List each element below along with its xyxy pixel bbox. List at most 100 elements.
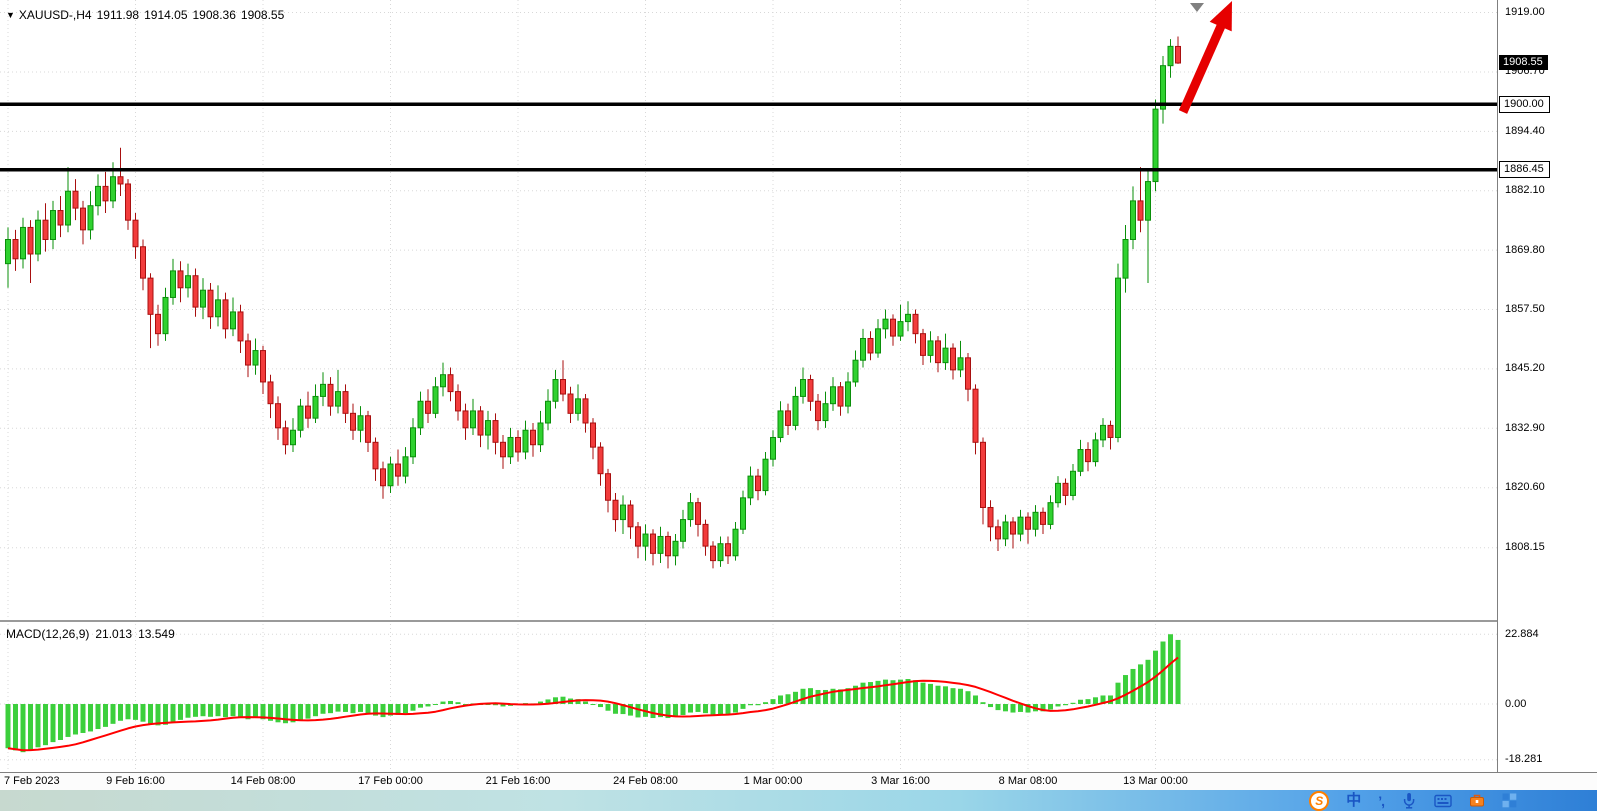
candle: [410, 418, 416, 465]
candle: [927, 331, 934, 363]
candle-body: [1100, 424, 1106, 441]
candle-body: [162, 296, 169, 335]
candle: [192, 268, 199, 317]
candle: [95, 174, 101, 216]
chinese-mode-icon[interactable]: 中: [1346, 791, 1362, 809]
chart-canvas[interactable]: [0, 0, 1497, 790]
candle-body: [762, 458, 769, 492]
candle: [815, 394, 821, 431]
candle: [1130, 186, 1136, 250]
macd-histogram-bar: [110, 704, 116, 724]
candle: [837, 381, 844, 416]
candle: [1032, 505, 1039, 537]
candle-body: [987, 506, 994, 528]
macd-histogram-bar: [440, 701, 446, 705]
macd-histogram-bar: [830, 688, 836, 705]
menu-grid-icon[interactable]: [1502, 793, 1517, 808]
pane-divider[interactable]: [0, 620, 1497, 622]
candle-body: [1070, 470, 1076, 496]
candle-body: [747, 475, 754, 499]
candle-body: [1115, 277, 1121, 438]
macd-histogram-bar: [628, 704, 633, 716]
ohlc-high: 1914.05: [144, 8, 188, 22]
candle-body: [102, 185, 109, 202]
macd-histogram-bar: [1160, 641, 1166, 705]
candle: [380, 461, 386, 499]
macd-histogram-bar: [1175, 639, 1181, 705]
candle-body: [942, 347, 949, 364]
candle-body: [1040, 511, 1046, 525]
soft-keyboard-icon[interactable]: [1434, 794, 1452, 808]
candle: [417, 391, 424, 436]
candle-body: [927, 340, 934, 356]
candle-body: [1175, 45, 1181, 64]
macd-histogram-bar: [695, 704, 701, 712]
candle-body: [140, 246, 146, 279]
candle-body: [470, 410, 476, 429]
time-axis-label: 21 Feb 16:00: [485, 775, 551, 787]
level-price-badge: 1886.45: [1499, 161, 1550, 179]
macd-histogram-bar: [950, 688, 956, 705]
trend-arrow-shaft[interactable]: [1178, 24, 1226, 114]
chart-dropdown-icon[interactable]: ▼: [6, 10, 15, 20]
candle-body: [612, 499, 619, 521]
candle: [552, 369, 559, 409]
candle-body: [1092, 439, 1099, 463]
sogou-logo-icon[interactable]: S: [1309, 790, 1330, 811]
macd-histogram-bar: [455, 702, 461, 705]
candle: [455, 384, 461, 421]
macd-histogram-bar: [13, 704, 18, 751]
candle: [642, 524, 649, 561]
candle: [327, 377, 334, 416]
punctuation-mode-icon[interactable]: ’,: [1378, 792, 1385, 809]
candle-body: [560, 379, 566, 395]
candle: [1092, 432, 1099, 467]
macd-histogram-bar: [740, 704, 746, 709]
candle: [785, 403, 791, 436]
candle: [117, 147, 124, 197]
candle-body: [845, 381, 851, 407]
sogou-input-bar: S 中 ’,: [0, 790, 1597, 811]
candle-body: [80, 207, 86, 231]
microphone-icon[interactable]: [1401, 792, 1417, 809]
trend-arrow-head[interactable]: [1209, 1, 1232, 32]
candle-body: [732, 528, 739, 557]
macd-histogram-bar: [28, 704, 33, 750]
macd-histogram-bar: [1108, 695, 1113, 705]
macd-histogram-bar: [583, 701, 588, 705]
candle: [807, 374, 814, 411]
candle: [372, 437, 379, 481]
candle: [867, 331, 874, 361]
macd-histogram-bar: [598, 704, 603, 708]
macd-histogram-bar: [703, 704, 708, 714]
macd-histogram-bar: [425, 704, 431, 707]
time-axis[interactable]: 7 Feb 2023 9 Feb 16:00 14 Feb 08:00 17 Feb …: [0, 772, 1597, 790]
candle-body: [207, 289, 214, 318]
candle: [635, 521, 641, 559]
toolbox-icon[interactable]: [1469, 793, 1485, 808]
macd-histogram-bar: [493, 704, 498, 706]
candle-body: [792, 395, 799, 426]
candle: [582, 394, 589, 433]
candle: [537, 410, 544, 452]
candle: [297, 398, 304, 438]
macd-histogram-bar: [403, 704, 408, 714]
macd-histogram-bar: [1010, 704, 1016, 713]
candle-body: [320, 383, 326, 397]
candle-body: [575, 398, 581, 414]
candle-body: [935, 340, 941, 364]
candle-body: [155, 313, 161, 335]
candle: [200, 278, 206, 320]
macd-histogram-bar: [793, 691, 798, 705]
macd-histogram-bar: [988, 704, 993, 708]
candle: [777, 401, 784, 443]
candle-body: [1160, 65, 1166, 110]
candle: [140, 239, 146, 291]
macd-histogram-bar: [1063, 704, 1068, 706]
price-axis[interactable]: 1919.00 1906.70 1894.40 1882.10 1869.80 1857.…: [1497, 0, 1597, 772]
candle: [1100, 418, 1106, 448]
candle-body: [132, 219, 139, 248]
macd-histogram-bar: [365, 704, 371, 714]
macd-histogram-bar: [208, 704, 213, 717]
